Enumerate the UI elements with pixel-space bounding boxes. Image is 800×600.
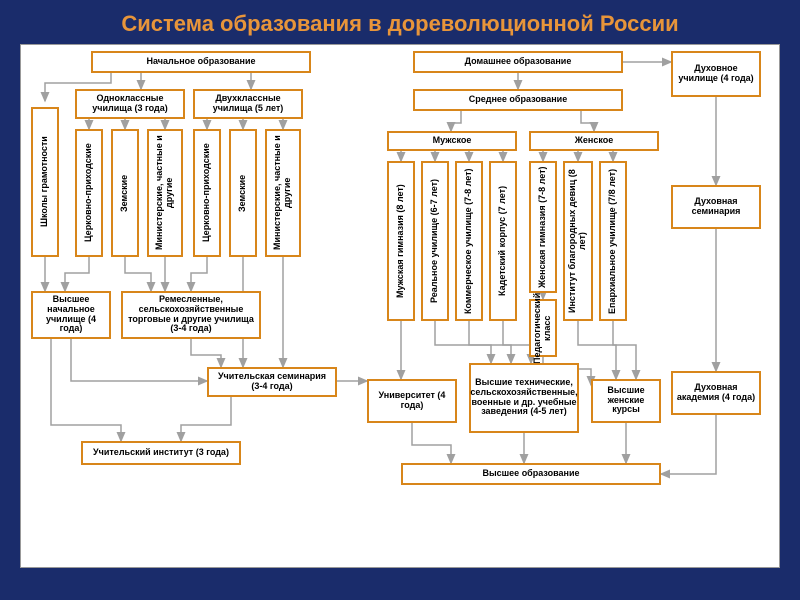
edge-oc_church-higher_prim — [65, 257, 89, 291]
node-literacy: Школы грамотности — [31, 107, 59, 257]
node-one_class: Одноклассные училища (3 года) — [75, 89, 185, 119]
node-higher_ed: Высшее образование — [401, 463, 661, 485]
node-university: Университет (4 года) — [367, 379, 457, 423]
edge-m_comm-higher_tech — [469, 321, 511, 363]
edge-spirit_acad-higher_ed — [661, 415, 716, 474]
edge-m_real-higher_tech — [435, 321, 491, 363]
node-female: Женское — [529, 131, 659, 151]
node-tc_zem: Земские — [229, 129, 257, 257]
edge-secondary-female — [581, 111, 594, 131]
node-f_eparch: Епархиальное училище (7/8 лет) — [599, 161, 627, 321]
edge-tc_church-vocational — [191, 257, 207, 291]
node-spirit_acad: Духовная академия (4 года) — [671, 371, 761, 415]
node-teacher_inst: Учительский институт (3 года) — [81, 441, 241, 465]
node-tc_min: Министерские, частные и другие — [265, 129, 301, 257]
edge-university-higher_ed — [412, 423, 451, 463]
edge-m_cadet-higher_tech — [503, 321, 531, 363]
edge-higher_prim-teacher_sem — [71, 339, 207, 381]
node-oc_min: Министерские, частные и другие — [147, 129, 183, 257]
node-spirit_school: Духовное училище (4 года) — [671, 51, 761, 97]
node-male: Мужское — [387, 131, 517, 151]
edge-secondary-male — [451, 111, 461, 131]
node-two_class: Двухклассные училища (5 лет) — [193, 89, 303, 119]
node-f_inst: Институт благородных девиц (8 лет) — [563, 161, 593, 321]
node-f_pedclass: Педагогический класс — [529, 299, 557, 357]
edge-oc_zem-vocational — [125, 257, 151, 291]
node-m_cadet: Кадетский корпус (7 лет) — [489, 161, 517, 321]
node-oc_church: Церковно-приходские — [75, 129, 103, 257]
edge-f_inst-higher_women — [578, 321, 616, 379]
edge-teacher_sem-teacher_inst — [181, 397, 231, 441]
node-m_real: Реальное училище (6-7 лет) — [421, 161, 449, 321]
node-secondary: Среднее образование — [413, 89, 623, 111]
node-primary_ed: Начальное образование — [91, 51, 311, 73]
page-title: Система образования в дореволюционной Ро… — [0, 0, 800, 44]
diagram-canvas: Начальное образование Домашнее образовани… — [20, 44, 780, 568]
node-teacher_sem: Учительская семинария (3-4 года) — [207, 367, 337, 397]
edge-higher_prim-teacher_inst — [51, 339, 121, 441]
node-m_comm: Коммерческое училище (7-8 лет) — [455, 161, 483, 321]
node-higher_women: Высшие женские курсы — [591, 379, 661, 423]
node-spirit_sem: Духовная семинария — [671, 185, 761, 229]
node-f_gym: Женская гимназия (7-8 лет) — [529, 161, 557, 293]
node-tc_church: Церковно-приходские — [193, 129, 221, 257]
node-higher_prim: Высшее начальное училище (4 года) — [31, 291, 111, 339]
node-higher_tech: Высшие технические, сельскохозяйственные… — [469, 363, 579, 433]
edge-vocational-teacher_sem — [191, 339, 221, 367]
node-home_ed: Домашнее образование — [413, 51, 623, 73]
node-m_gym: Мужская гимназия (8 лет) — [387, 161, 415, 321]
node-oc_zem: Земские — [111, 129, 139, 257]
node-vocational: Ремесленные, сельскохозяйственные торгов… — [121, 291, 261, 339]
